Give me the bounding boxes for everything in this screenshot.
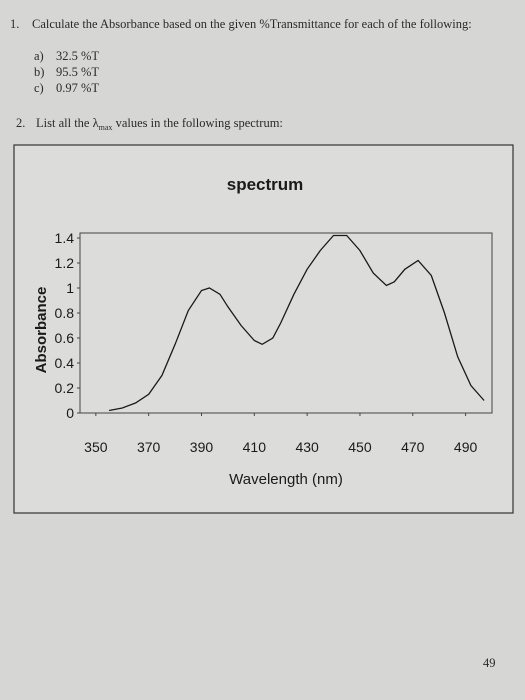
y-tick-label: 1.2 — [55, 255, 75, 271]
chart-title: spectrum — [227, 175, 304, 194]
item-label: a) — [34, 49, 44, 63]
text: values in the following spectrum: — [112, 116, 282, 130]
x-tick-label: 350 — [84, 439, 108, 455]
item-label: b) — [34, 65, 44, 79]
y-tick-label: 0 — [66, 405, 74, 421]
item-text: 0.97 %T — [56, 81, 99, 95]
x-axis-label: Wavelength (nm) — [229, 471, 343, 488]
plot-area — [79, 232, 493, 414]
chart-frame — [13, 144, 514, 514]
x-tick-label: 430 — [295, 439, 319, 455]
y-tick-label: 0.8 — [55, 305, 75, 321]
y-tick-label: 1.4 — [55, 230, 75, 246]
question-number: 2. — [16, 116, 25, 130]
y-tick-label: 0.4 — [55, 355, 75, 371]
subscript: max — [99, 123, 113, 132]
question-text: List all the λmax values in the followin… — [36, 116, 283, 132]
item-text: 95.5 %T — [56, 65, 99, 79]
page-number: 49 — [483, 656, 496, 670]
y-tick-label: 1 — [66, 280, 74, 296]
spectrum-line — [108, 234, 485, 412]
x-tick-label: 470 — [401, 439, 425, 455]
item-label: c) — [34, 81, 44, 95]
item-text: 32.5 %T — [56, 49, 99, 63]
y-axis-label: Absorbance — [33, 287, 50, 374]
x-tick-label: 490 — [454, 439, 478, 455]
y-tick-label: 0.2 — [55, 380, 75, 396]
x-tick-label: 390 — [190, 439, 214, 455]
question-number: 1. — [10, 17, 19, 31]
x-tick-label: 370 — [137, 439, 161, 455]
text: List all the λ — [36, 116, 99, 130]
question-text: Calculate the Absorbance based on the gi… — [32, 17, 472, 31]
x-tick-label: 410 — [243, 439, 267, 455]
x-tick-label: 450 — [348, 439, 372, 455]
y-tick-label: 0.6 — [55, 330, 75, 346]
